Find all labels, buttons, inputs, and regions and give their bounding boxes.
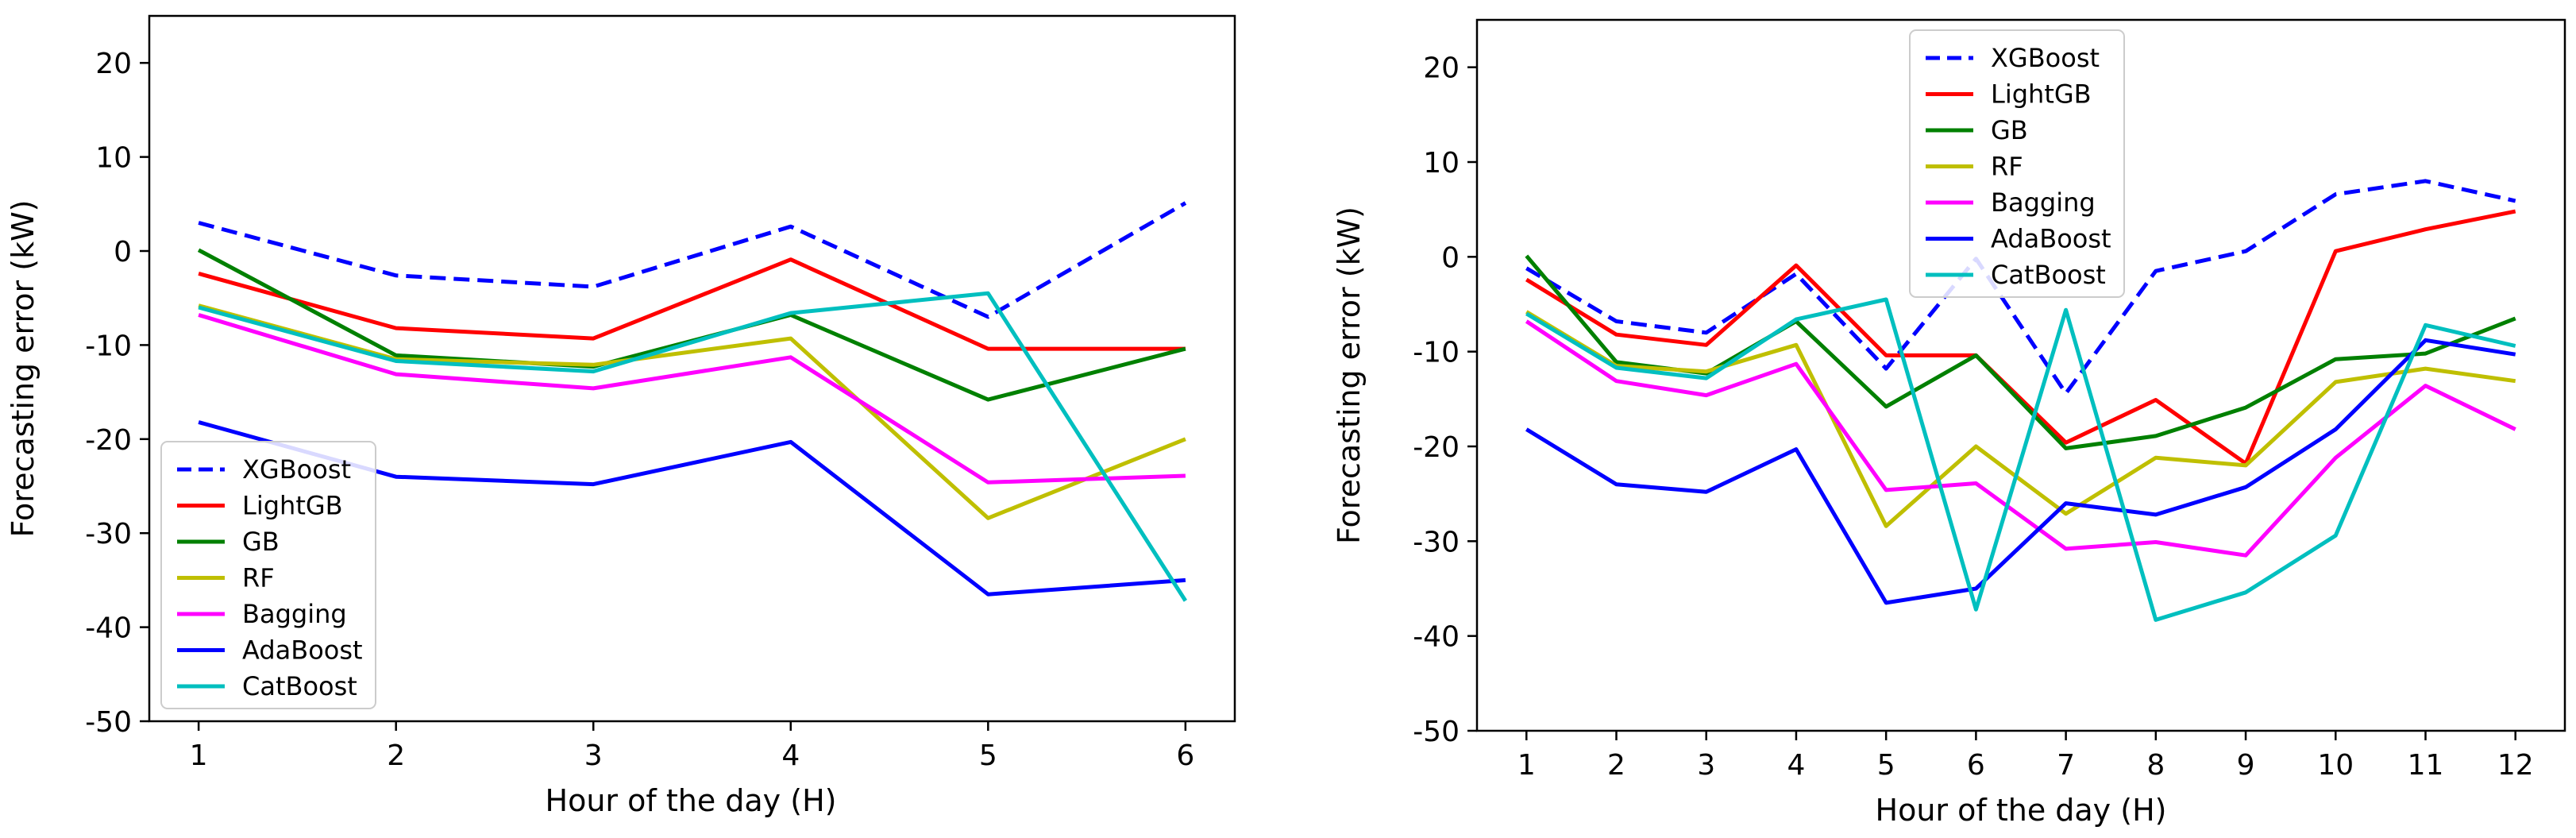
x-tick-label: 5	[1877, 749, 1895, 782]
x-tick-label: 4	[781, 740, 800, 772]
legend-label: Bagging	[1991, 187, 2096, 218]
x-axis-label: Hour of the day (H)	[1876, 793, 2167, 828]
x-tick-label: 1	[190, 740, 208, 772]
legend-label: GB	[242, 527, 280, 557]
x-tick-label: 5	[979, 740, 997, 772]
series-line-lightgb	[198, 257, 1186, 351]
series-line-catboost	[1525, 297, 2516, 622]
y-tick-label: -20	[85, 424, 132, 457]
legend: XGBoost LightGB GB RF Bagging AdaBoost CatBoos…	[160, 441, 376, 709]
legend-label: XGBoost	[1991, 43, 2100, 73]
legend-label: CatBoost	[242, 671, 357, 701]
series-line-adaboost	[1525, 338, 2516, 605]
legend-label: RF	[242, 563, 275, 593]
series-line-xgboost	[198, 201, 1187, 319]
series-line-xgboost	[1525, 179, 2516, 396]
x-tick-label: 7	[2057, 749, 2075, 782]
x-tick-label: 6	[1967, 749, 1985, 782]
y-tick-label: -50	[1413, 716, 1460, 748]
y-axis-label: Forecasting error (kW)	[6, 200, 40, 538]
series-group	[1525, 179, 2516, 622]
legend: XGBoost LightGB GB RF Bagging AdaBoost CatBoos…	[1909, 29, 2125, 298]
x-tick-label: 8	[2146, 749, 2165, 782]
legend-box	[1909, 29, 2125, 298]
y-tick-label: 0	[114, 236, 132, 268]
x-tick-label: 11	[2408, 749, 2444, 782]
legend-label: LightGB	[242, 491, 343, 521]
series-group	[197, 201, 1188, 602]
y-tick-label: -50	[85, 706, 132, 739]
y-tick-label: 0	[1441, 241, 1460, 274]
series-line-catboost	[198, 291, 1188, 602]
y-tick-label: -40	[85, 612, 132, 645]
y-tick-label: 10	[1423, 147, 1460, 180]
x-tick-label: 3	[1697, 749, 1715, 782]
x-tick-label: 10	[2317, 749, 2354, 782]
y-tick-label: -20	[1413, 431, 1460, 464]
x-tick-label: 4	[1787, 749, 1805, 782]
legend-label: AdaBoost	[1991, 224, 2111, 254]
y-tick-label: 10	[95, 142, 132, 175]
legend-label: CatBoost	[1991, 260, 2106, 290]
legend-box	[160, 441, 376, 709]
x-tick-label: 3	[584, 740, 603, 772]
y-axis-label: Forecasting error (kW)	[1332, 207, 1367, 544]
x-tick-label: 2	[1607, 749, 1625, 782]
x-tick-label: 12	[2497, 749, 2534, 782]
x-tick-label: 9	[2237, 749, 2255, 782]
legend-label: RF	[1991, 152, 2023, 182]
y-tick-label: -10	[85, 330, 132, 362]
x-tick-label: 6	[1176, 740, 1194, 772]
series-line-lightgb	[1525, 209, 2516, 465]
legend-label: LightGB	[1991, 79, 2092, 110]
left-chart: 20 10 0 -10 -20 -30 -40 -50 1 2 3 4 5 6 Hour of the da…	[6, 14, 1236, 818]
y-tick-label: -30	[85, 518, 132, 550]
legend-label: GB	[1991, 115, 2028, 145]
y-tick-label: -30	[1413, 526, 1460, 558]
x-axis-label: Hour of the day (H)	[546, 783, 837, 818]
legend-label: Bagging	[242, 599, 347, 629]
x-tick-label: 1	[1517, 749, 1536, 782]
series-line-rf	[1525, 310, 2516, 528]
series-line-bagging	[198, 313, 1186, 485]
y-tick-label: 20	[1423, 52, 1460, 85]
y-tick-label: -40	[1413, 621, 1460, 654]
x-tick-label: 2	[387, 740, 405, 772]
series-line-bagging	[1525, 319, 2516, 558]
legend-label: AdaBoost	[242, 635, 363, 666]
y-tick-label: -10	[1413, 337, 1460, 369]
legend-label: XGBoost	[242, 454, 351, 485]
y-tick-label: 20	[95, 48, 132, 80]
